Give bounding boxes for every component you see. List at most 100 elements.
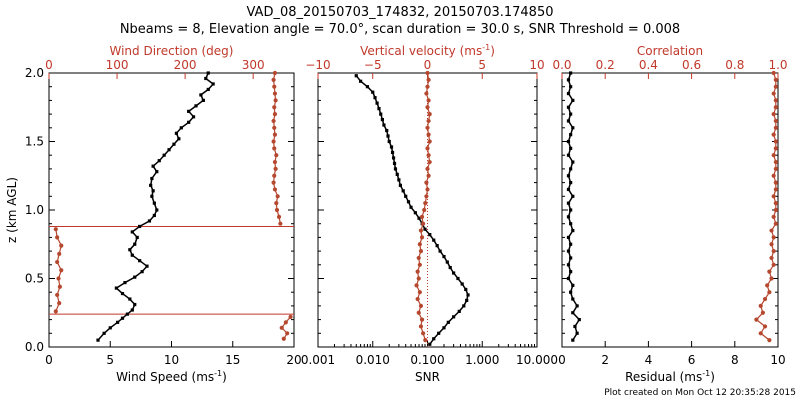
data-point [773, 146, 778, 151]
data-point [385, 128, 389, 133]
data-point [114, 286, 118, 290]
top-axis-label: Vertical velocity (ms-1) [360, 43, 495, 58]
data-point [571, 297, 575, 301]
data-point [354, 74, 358, 78]
data-point [130, 230, 134, 234]
series-line-wind-speed [97, 72, 215, 341]
data-point [147, 219, 152, 223]
data-point [271, 139, 276, 144]
data-point [426, 118, 431, 124]
data-point [569, 222, 573, 226]
data-point [152, 213, 156, 218]
data-point [566, 153, 571, 157]
data-point [201, 98, 205, 102]
bottom-tick-label: 0 [558, 353, 566, 367]
data-point [391, 156, 396, 160]
data-point [767, 269, 772, 274]
bottom-tick-label: 0 [45, 353, 53, 367]
data-point [771, 132, 776, 137]
bottom-tick-label: 0.001 [301, 353, 335, 367]
data-point [569, 71, 573, 75]
data-point [283, 320, 288, 325]
data-point [428, 342, 432, 346]
data-point [419, 317, 425, 322]
data-point [566, 201, 571, 205]
data-point [575, 331, 579, 335]
data-point [162, 153, 166, 157]
data-point [438, 249, 442, 253]
data-point [57, 301, 62, 306]
data-point [773, 125, 778, 130]
data-point [271, 180, 276, 185]
data-point [390, 150, 395, 155]
data-point [273, 98, 278, 103]
y-axis-label: z (km AGL) [5, 177, 19, 243]
data-point [128, 297, 132, 301]
data-point [55, 235, 60, 240]
data-point [573, 324, 577, 329]
bottom-tick-label: 20 [286, 353, 301, 367]
top-tick-label: 10 [529, 58, 544, 72]
data-point [767, 290, 772, 295]
bottom-tick-label: 1.000 [465, 353, 499, 367]
data-point [57, 251, 62, 256]
data-point [425, 187, 430, 192]
data-point [452, 315, 456, 319]
data-point [569, 290, 573, 294]
data-point [566, 215, 571, 219]
data-point [387, 139, 391, 144]
data-point [758, 303, 763, 308]
data-point [771, 214, 776, 219]
data-point [569, 85, 573, 89]
data-point [417, 242, 422, 247]
data-point [96, 338, 100, 342]
data-point [773, 105, 778, 110]
data-point [155, 170, 159, 174]
data-point [762, 324, 768, 329]
data-point [426, 132, 431, 137]
data-point [773, 201, 778, 206]
data-point [191, 115, 196, 119]
data-point [773, 118, 778, 124]
data-point [465, 298, 469, 303]
data-point [432, 238, 436, 242]
data-point [421, 221, 426, 226]
top-tick-label: 0.2 [596, 58, 615, 72]
bottom-tick-label: 4 [645, 353, 653, 367]
data-point [426, 173, 431, 178]
y-tick-label: 0.0 [25, 340, 44, 354]
data-point [272, 105, 277, 110]
data-point [771, 235, 776, 240]
data-point [404, 194, 408, 198]
data-point [773, 77, 778, 82]
data-point [566, 276, 571, 281]
data-point [425, 70, 430, 76]
data-point [771, 249, 776, 254]
data-point [437, 331, 441, 335]
data-point [56, 276, 61, 281]
data-point [771, 194, 776, 199]
bottom-tick-label: 10 [164, 353, 179, 367]
data-point [133, 302, 137, 307]
data-point [133, 275, 137, 279]
data-point [199, 93, 203, 97]
data-point [59, 268, 64, 273]
data-point [179, 126, 183, 130]
data-point [271, 118, 276, 124]
data-point [424, 91, 429, 96]
data-point [120, 316, 125, 320]
data-point [276, 214, 282, 219]
data-point [421, 331, 426, 336]
figure-title-line1: VAD_08_20150703_174832, 20150703.174850 [247, 5, 554, 20]
plot-frame [561, 72, 779, 348]
top-tick-label: 0 [424, 58, 432, 72]
data-point [457, 309, 461, 313]
bottom-tick-label: 5 [106, 353, 114, 367]
top-tick-label: 0.4 [639, 58, 658, 72]
data-point [417, 290, 422, 295]
data-point [571, 194, 575, 198]
data-point [373, 96, 377, 100]
bottom-tick-label: 15 [225, 353, 240, 367]
data-point [150, 194, 154, 198]
data-point [425, 166, 430, 171]
